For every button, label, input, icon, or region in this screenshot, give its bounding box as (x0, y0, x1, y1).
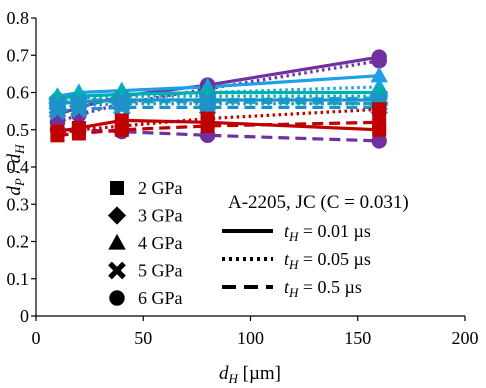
data-point (112, 98, 131, 117)
legend-marker (108, 233, 126, 250)
y-label-slash: / (4, 163, 25, 178)
data-point (48, 102, 67, 120)
legend-marker (108, 261, 126, 280)
data-point (48, 98, 67, 117)
series-line (57, 105, 380, 113)
legend-label: 5 GPa (138, 261, 183, 281)
data-point (200, 119, 215, 134)
axes (35, 18, 465, 317)
series-line (57, 100, 380, 106)
x-ticks: 0 50 100 150 200 (32, 316, 479, 348)
data-point (70, 100, 88, 119)
x-tick-label: 50 (134, 328, 152, 348)
legend-label: 3 GPa (138, 206, 183, 226)
plot-series (56, 55, 380, 143)
x-tick-label: 200 (452, 328, 479, 348)
x-tick-label: 100 (237, 328, 264, 348)
y-tick-label: 0.4 (7, 157, 30, 177)
x-axis-label: dH [µm] (219, 363, 281, 386)
data-point (371, 53, 387, 69)
time-legend: tH = 0.01 µs tH = 0.05 µs tH = 0.5 µs (222, 221, 371, 300)
x-label-sub: H (227, 371, 238, 386)
x-label-main: d (219, 363, 229, 384)
data-point (372, 115, 387, 130)
legend-marker (110, 181, 124, 195)
series-line (57, 128, 380, 143)
y-tick-label: 0.2 (7, 232, 30, 252)
data-point (372, 102, 387, 117)
legend-label: 4 GPa (138, 233, 183, 253)
legend-time-label: tH = 0.01 µs (284, 221, 371, 244)
series-line (57, 120, 380, 137)
y-tick-label: 0 (20, 306, 29, 326)
y-label-sub2: H (12, 144, 27, 155)
y-tick-label: 0.5 (7, 120, 30, 140)
y-label-sub1: P (12, 178, 27, 187)
legend-marker (109, 290, 125, 306)
y-label-d1: d (4, 186, 25, 196)
annotation-text: A-2205, JC (C = 0.031) (228, 192, 409, 213)
y-tick-label: 0.3 (7, 194, 30, 214)
legend-label: 6 GPa (138, 288, 183, 308)
x-tick-label: 0 (32, 328, 41, 348)
data-point (114, 122, 129, 137)
legend-time-label: tH = 0.05 µs (284, 249, 371, 272)
y-tick-label: 0.7 (7, 45, 30, 65)
data-point (71, 126, 86, 141)
y-tick-label: 0.6 (7, 83, 30, 103)
data-point (70, 96, 88, 115)
legend-marker (107, 206, 127, 225)
y-axis-label: dP / dH (4, 144, 27, 196)
y-ticks: 0 0.1 0.2 0.3 0.4 0.5 0.6 0.7 0.8 (7, 8, 36, 326)
data-point (371, 133, 387, 149)
data-point (370, 66, 388, 83)
pressure-legend: 2 GPa 3 GPa 4 GPa 5 GPa 6 GPa (107, 178, 183, 308)
data-point (198, 94, 217, 113)
x-tick-label: 150 (344, 328, 371, 348)
y-tick-label: 0.8 (7, 8, 30, 28)
data-point (50, 128, 65, 143)
data-point (112, 94, 131, 113)
x-label-unit: [µm] (238, 363, 281, 384)
plot-markers (48, 49, 389, 149)
y-label-d2: d (4, 153, 25, 163)
legend-time-label: tH = 0.5 µs (284, 277, 362, 300)
legend-label: 2 GPa (138, 178, 183, 198)
y-tick-label: 0.1 (7, 269, 30, 289)
